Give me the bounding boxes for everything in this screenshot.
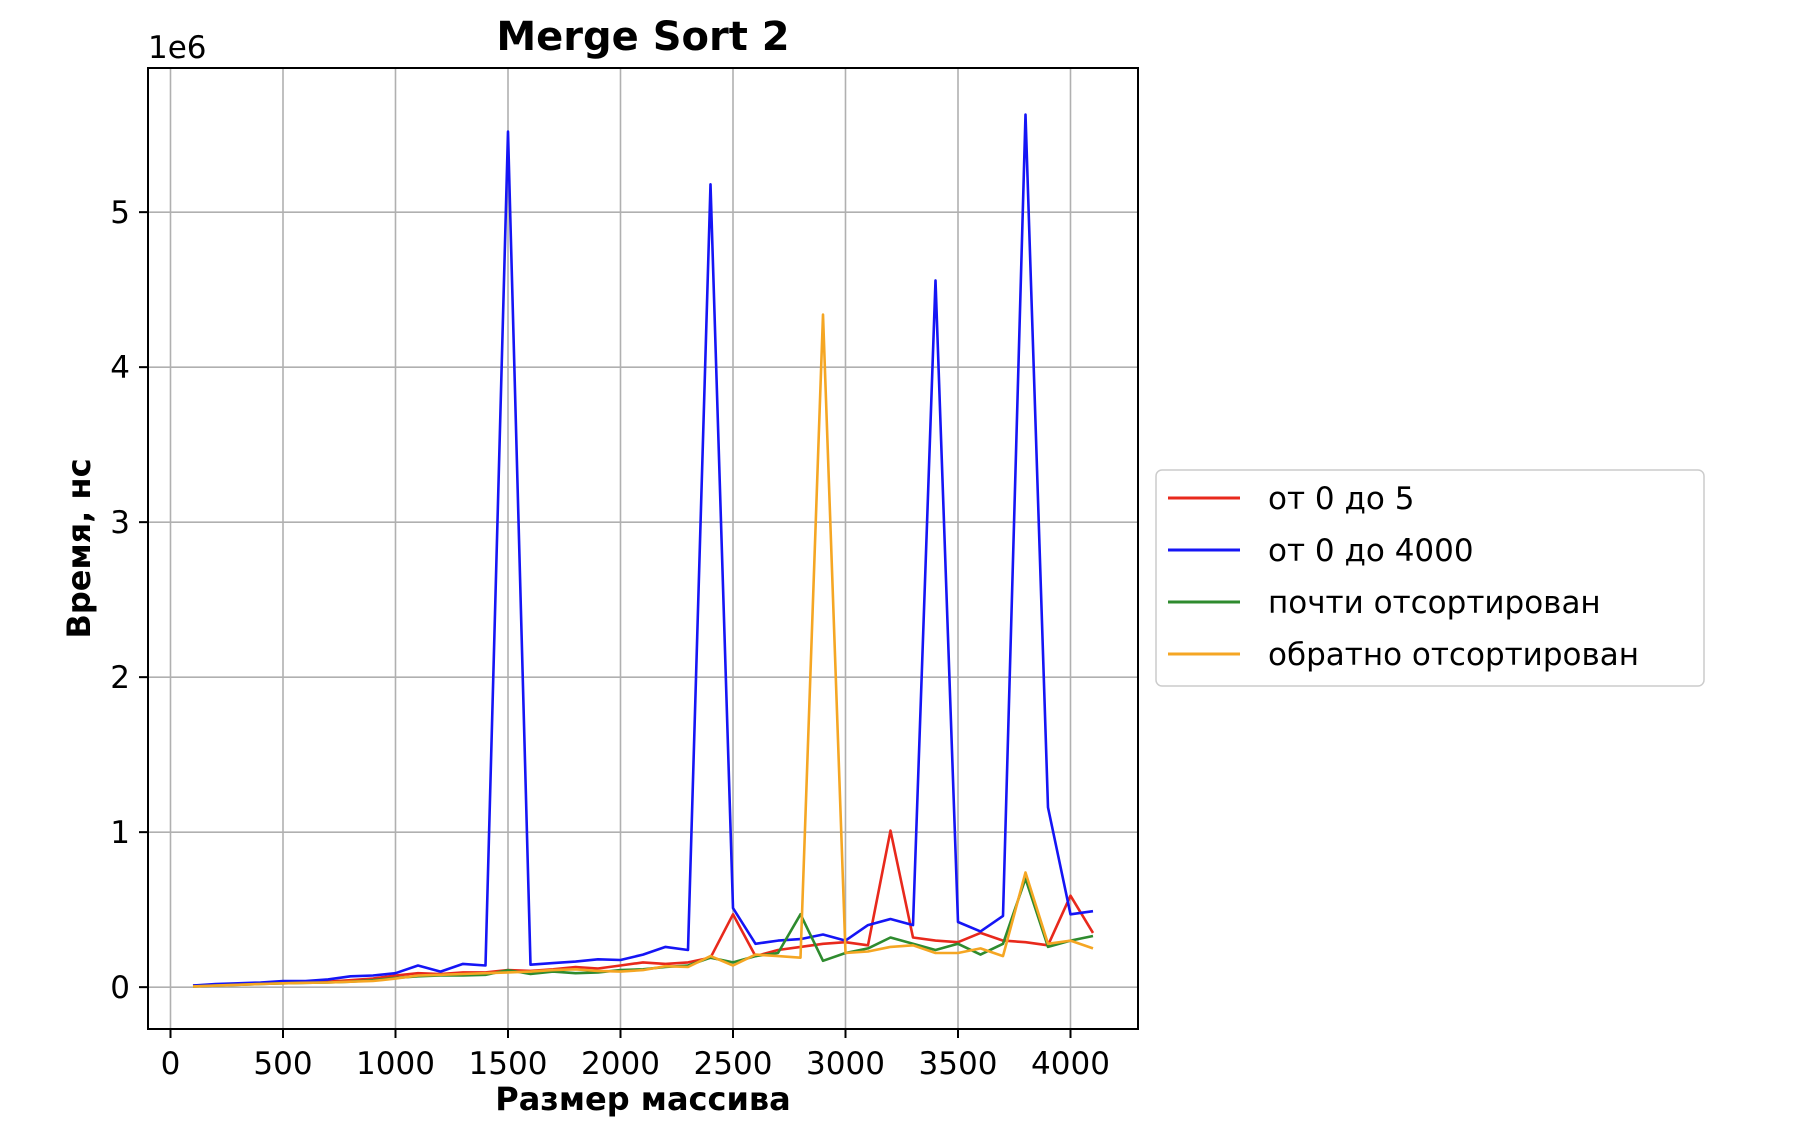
legend-label: от 0 до 4000 [1268, 533, 1474, 569]
legend-label: от 0 до 5 [1268, 481, 1414, 517]
x-tick-label: 0 [161, 1046, 181, 1082]
y-tick-label: 4 [110, 350, 130, 386]
series-line [192, 313, 1094, 988]
plot-area-frame [147, 67, 1139, 1030]
legend-label: почти отсортирован [1268, 585, 1601, 621]
legend-items: от 0 до 5 от 0 до 4000 почти отсортирован о… [1168, 481, 1639, 673]
x-tick-label: 3000 [806, 1046, 885, 1082]
series-lines [192, 113, 1095, 988]
axis-ticks: 0 500 1000 1500 2000 2500 3000 3500 4000 0 1 2 3 4 5 [110, 195, 1110, 1082]
x-tick-label: 3500 [919, 1046, 998, 1082]
x-tick-label: 1000 [356, 1046, 435, 1082]
x-tick-label: 2000 [581, 1046, 660, 1082]
y-tick-label: 5 [110, 195, 130, 231]
y-tick-label: 2 [110, 660, 130, 696]
x-axis-label: Размер массива [495, 1080, 791, 1118]
y-tick-label: 1 [110, 815, 130, 851]
y-axis-offset-label: 1e6 [148, 30, 207, 66]
y-tick-label: 3 [110, 505, 130, 541]
legend-label: обратно отсортирован [1268, 637, 1639, 673]
y-tick-label: 0 [110, 970, 130, 1006]
x-tick-label: 4000 [1031, 1046, 1110, 1082]
x-tick-label: 2500 [694, 1046, 773, 1082]
legend: от 0 до 5 от 0 до 4000 почти отсортирован о… [1155, 469, 1705, 687]
legend-box [1155, 469, 1705, 687]
series-line [192, 113, 1094, 987]
grid-lines [148, 68, 1138, 1029]
x-tick-label: 1500 [469, 1046, 548, 1082]
y-axis-label: Время, нс [60, 458, 98, 638]
x-tick-label: 500 [253, 1046, 312, 1082]
chart-title: Merge Sort 2 [496, 14, 789, 60]
